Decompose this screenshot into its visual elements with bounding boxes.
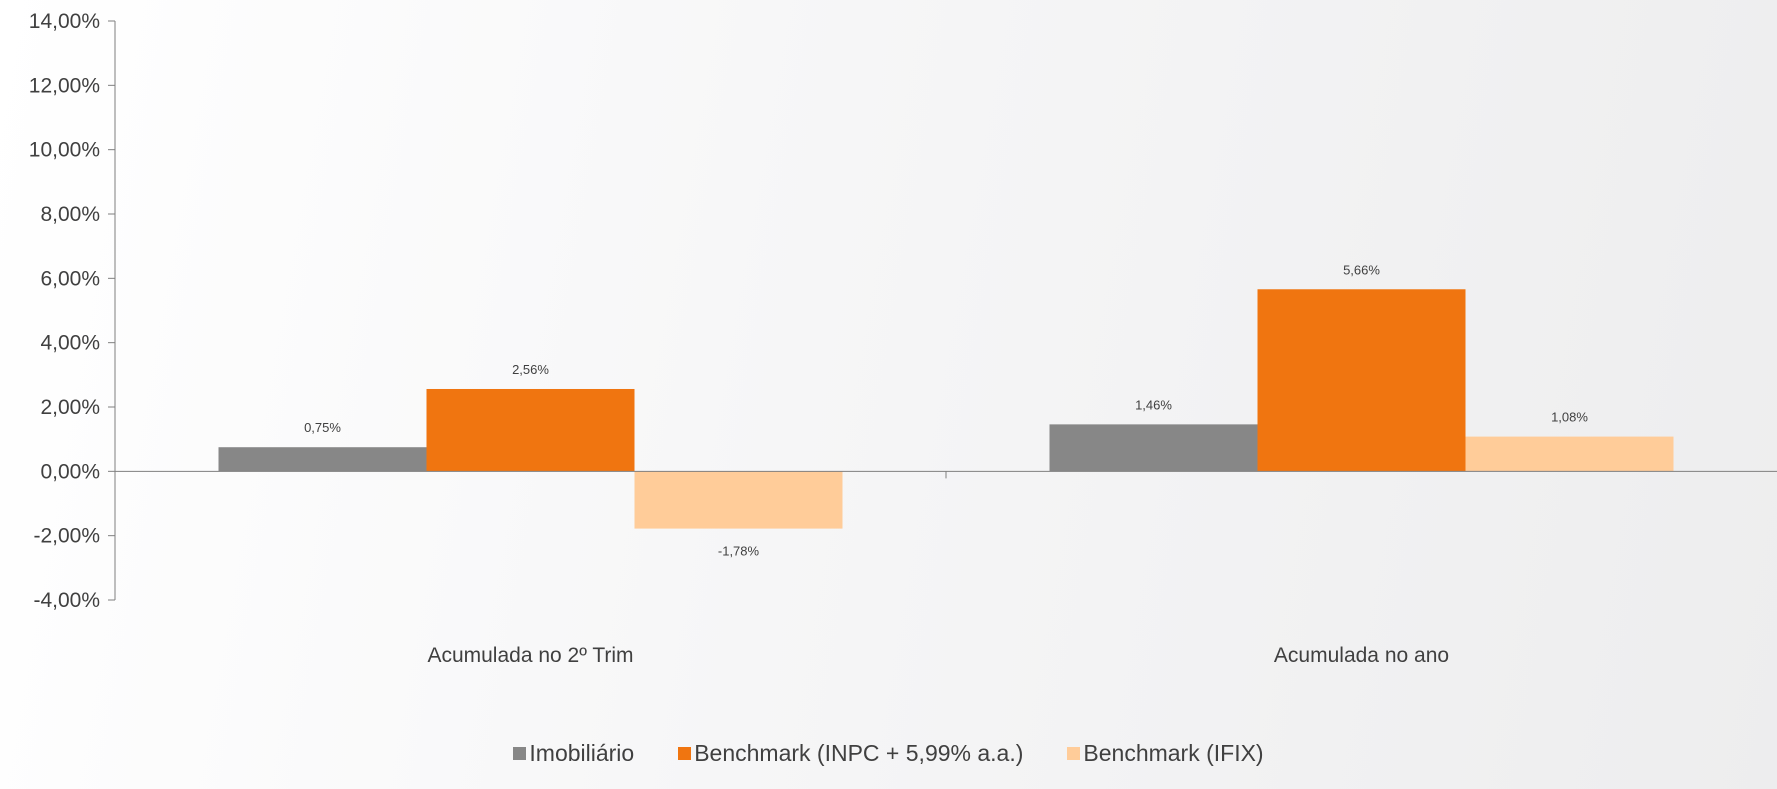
legend-label: Benchmark (IFIX) <box>1083 740 1264 766</box>
legend-item: Benchmark (IFIX) <box>1067 740 1264 767</box>
bar <box>1049 424 1258 472</box>
y-tick-label: -4,00% <box>33 589 100 612</box>
bar <box>1465 436 1674 472</box>
legend-swatch <box>678 747 692 760</box>
data-label: 1,46% <box>1135 397 1172 412</box>
bar <box>426 388 635 472</box>
x-category-label: Acumulada no ano <box>1274 644 1449 667</box>
legend-item: Imobiliário <box>513 740 634 767</box>
y-tick-label: 4,00% <box>40 332 100 355</box>
y-tick-label: 2,00% <box>40 396 100 419</box>
y-tick-label: 10,00% <box>29 139 100 162</box>
data-label: 0,75% <box>304 420 341 435</box>
data-label: -1,78% <box>718 544 760 559</box>
y-tick-label: 8,00% <box>40 203 100 226</box>
y-tick-label: 12,00% <box>29 74 100 97</box>
legend-label: Imobiliário <box>529 740 635 766</box>
data-label: 1,08% <box>1551 410 1588 425</box>
bar-chart: -4,00% -2,00% 0,00% 2,00% 4,00% 6,00% 8,00% 10,… <box>29 10 1777 667</box>
x-category-label: Acumulada no 2º Trim <box>427 644 633 667</box>
legend-label: Benchmark (INPC + 5,99% a.a.) <box>694 740 1024 766</box>
bar <box>218 447 427 472</box>
y-tick-label: -2,00% <box>33 525 100 548</box>
bar <box>1257 289 1466 472</box>
data-label: 2,56% <box>512 362 549 377</box>
y-tick-label: 14,00% <box>29 10 100 33</box>
legend-item: Benchmark (INPC + 5,99% a.a.) <box>678 740 1023 767</box>
legend-swatch <box>1067 747 1081 760</box>
bar <box>634 471 843 529</box>
y-tick-label: 0,00% <box>40 460 100 483</box>
data-label: 5,66% <box>1343 262 1380 277</box>
y-tick-label: 6,00% <box>40 267 100 290</box>
legend: Imobiliário Benchmark (INPC + 5,99% a.a.)… <box>0 740 1777 767</box>
legend-swatch <box>513 747 527 760</box>
